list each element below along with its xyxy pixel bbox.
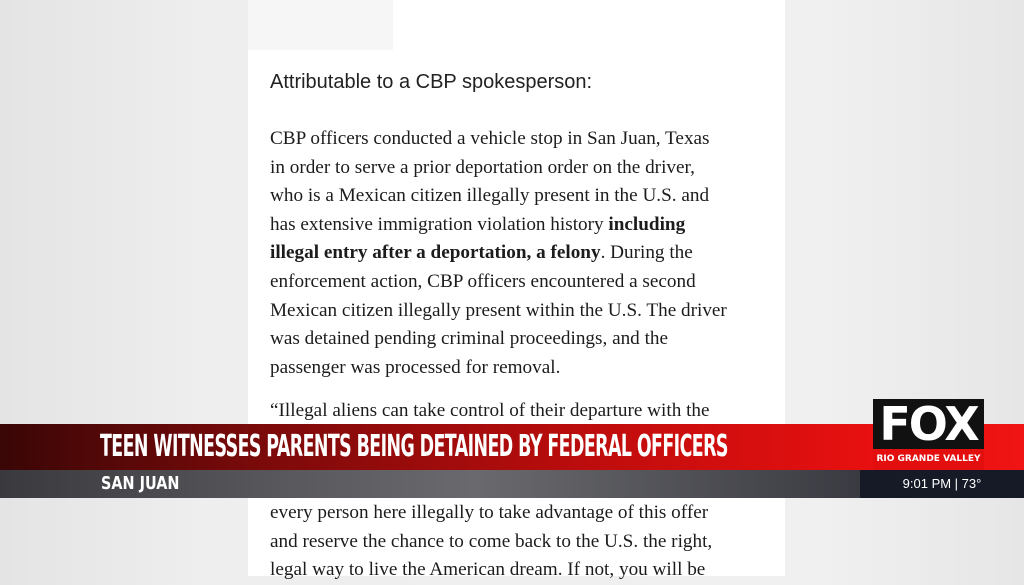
- text-line: Mexican citizen illegally present within…: [270, 299, 727, 321]
- bold-text: including: [608, 213, 686, 235]
- text-span: has extensive immigration violation hist…: [270, 213, 609, 235]
- text-line: and reserve the chance to come back to t…: [270, 530, 713, 552]
- text-line: CBP officers conducted a vehicle stop in…: [270, 128, 710, 149]
- headline-banner: TEEN WITNESSES PARENTS BEING DETAINED BY…: [0, 424, 1024, 470]
- bold-text: illegal entry after a deportation, a fel…: [270, 242, 601, 264]
- text-line: passenger was processed for removal.: [270, 356, 561, 378]
- time-weather-text: 9:01 PM | 73°: [902, 476, 982, 491]
- station-logo: FOX RIO GRANDE VALLEY: [873, 399, 984, 470]
- logo-box: FOX: [873, 399, 984, 449]
- document-paragraph: CBP officers conducted a vehicle stop in…: [270, 125, 727, 382]
- logo-brand: FOX: [879, 399, 979, 449]
- paper-shadow: [248, 0, 393, 50]
- text-line: was detained pending criminal proceeding…: [270, 328, 669, 350]
- text-line: legal way to live the American dream. If…: [270, 559, 706, 581]
- document-paragraph: every person here illegally to take adva…: [270, 499, 712, 585]
- text-line: in order to serve a prior deportation or…: [270, 156, 695, 178]
- document-quote-partial: “Illegal aliens can take control of thei…: [270, 400, 710, 421]
- location-bar: SAN JUAN: [0, 470, 860, 498]
- logo-station: RIO GRANDE VALLEY: [876, 454, 981, 464]
- document-heading: Attributable to a CBP spokesperson:: [270, 71, 593, 93]
- time-weather-bar: 9:01 PM | 73°: [860, 470, 1024, 498]
- text-line: illegal entry after a deportation, a fel…: [270, 239, 727, 268]
- location-text: SAN JUAN: [101, 473, 180, 494]
- headline-text: TEEN WITNESSES PARENTS BEING DETAINED BY…: [100, 429, 728, 464]
- text-line: enforcement action, CBP officers encount…: [270, 270, 696, 292]
- text-line: who is a Mexican citizen illegally prese…: [270, 185, 710, 207]
- text-line: every person here illegally to take adva…: [270, 502, 709, 523]
- text-line: has extensive immigration violation hist…: [270, 211, 727, 240]
- text-span: . During the: [600, 242, 693, 264]
